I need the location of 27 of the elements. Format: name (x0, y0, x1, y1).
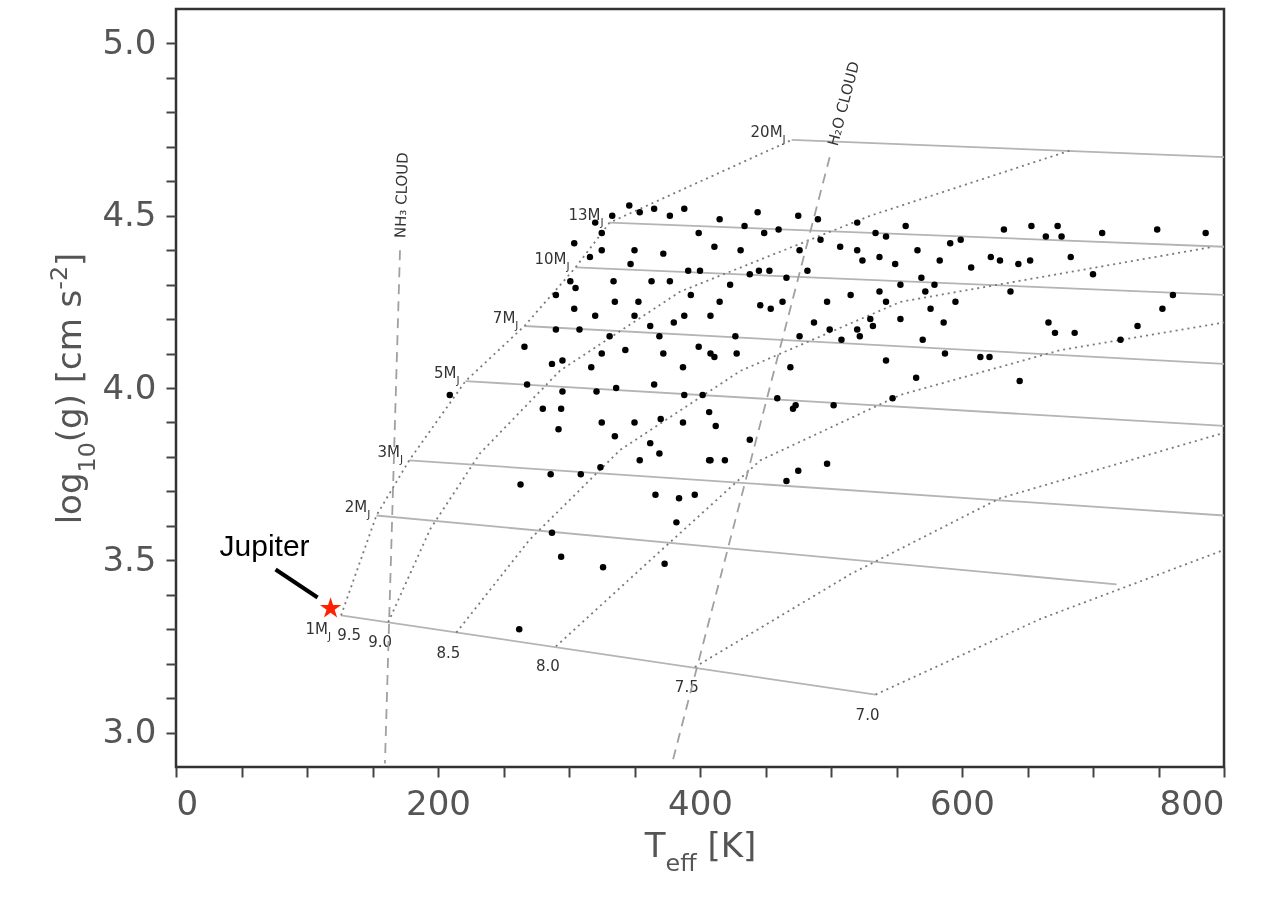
y-tick-label: 4.0 (102, 366, 157, 407)
x-tick-label: 0 (176, 782, 199, 823)
y-tick-label: 5.0 (102, 21, 157, 62)
series-label: 2M$_{J}$ (344, 498, 371, 521)
series-label: 10M$_{J}$ (534, 250, 570, 273)
series-label: 7M$_{J}$ (492, 308, 519, 331)
series-label: 8.5 (436, 643, 461, 662)
y-tick-label: 4.5 (102, 194, 157, 235)
series-label: 13M$_{J}$ (568, 205, 604, 228)
series-label: 5M$_{J}$ (433, 364, 460, 387)
series-label: 9.0 (368, 633, 393, 652)
x-axis-title: T$_{eff}$ [K] (643, 824, 757, 877)
series-label: 9.5 (337, 626, 361, 645)
y-tick-label: 3.5 (102, 538, 157, 579)
text: H₂O CLOUD (824, 59, 864, 148)
series-label: 1M$_{J}$ (305, 620, 332, 643)
x-tick-label: 400 (668, 782, 733, 823)
x-tick-label: 200 (406, 782, 471, 823)
series-label: Jupiter (219, 528, 310, 562)
series-label: 7.0 (855, 705, 880, 724)
x-tick-label: 800 (1159, 782, 1225, 823)
series-label: 8.0 (535, 657, 560, 676)
series-label: 3M$_{J}$ (377, 443, 404, 466)
text: NH₃ CLOUD (391, 152, 412, 239)
series-label: 7.5 (674, 678, 699, 697)
y-tick-label: 3.0 (102, 711, 157, 752)
x-tick-label: 600 (930, 782, 995, 823)
